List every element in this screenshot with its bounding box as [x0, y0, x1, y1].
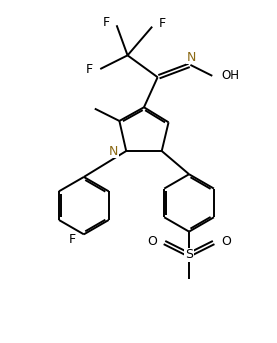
Text: F: F	[86, 62, 93, 75]
Text: F: F	[68, 233, 76, 246]
Text: O: O	[221, 235, 231, 248]
Text: N: N	[187, 51, 196, 64]
Text: OH: OH	[222, 69, 240, 82]
Text: S: S	[185, 248, 193, 261]
Text: O: O	[147, 235, 157, 248]
Text: F: F	[159, 17, 166, 31]
Text: F: F	[103, 16, 110, 29]
Text: N: N	[109, 144, 119, 157]
